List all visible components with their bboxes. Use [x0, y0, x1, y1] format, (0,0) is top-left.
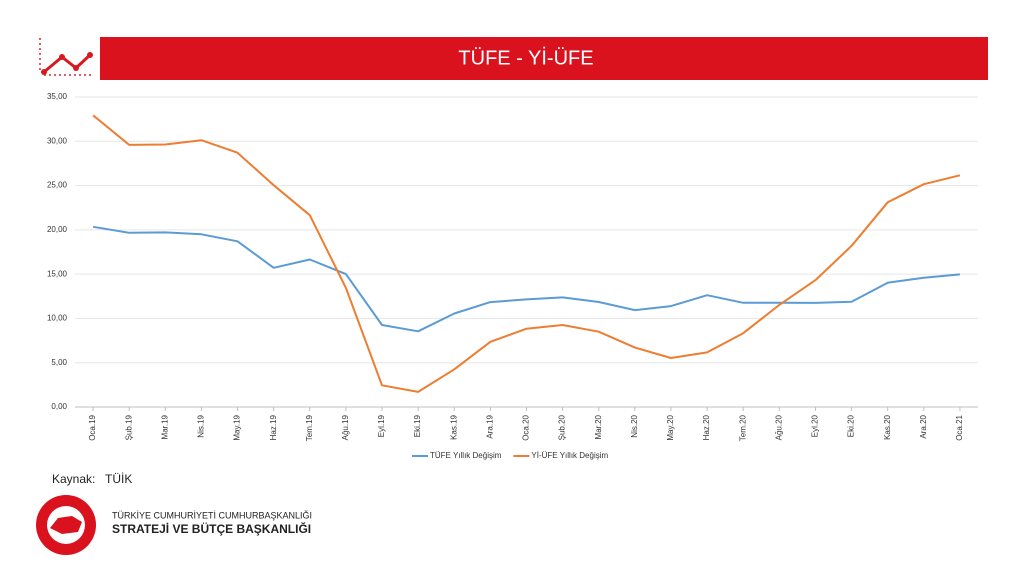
x-tick-label: Eyl.20	[811, 414, 820, 437]
x-tick-label: Ağu.19	[341, 414, 350, 440]
y-tick-label: 25,00	[47, 181, 68, 190]
x-tick-label: May.20	[666, 414, 675, 440]
legend-label: TÜFE Yıllık Değişim	[430, 451, 502, 460]
x-tick-label: Şub.19	[124, 414, 133, 440]
org-line-1: TÜRKİYE CUMHURİYETİ CUMHURBAŞKANLIĞI	[112, 510, 312, 520]
source: TÜİK	[105, 472, 132, 486]
x-tick-label: Eki.20	[847, 414, 856, 437]
x-tick-label: Eyl.19	[377, 414, 386, 437]
x-tick-label: Eki.19	[413, 414, 422, 437]
x-tick-label: Nis.20	[630, 414, 639, 437]
y-tick-label: 20,00	[47, 225, 68, 234]
y-tick-label: 30,00	[47, 136, 68, 145]
x-tick-label: Nis.19	[197, 414, 206, 437]
chart-title: TÜFE - Yİ-ÜFE	[458, 46, 593, 69]
x-tick-label: May.19	[233, 414, 242, 440]
x-tick-label: Şub.20	[558, 414, 567, 440]
x-tick-label: Haz.20	[702, 414, 711, 440]
org-line-2: STRATEJİ VE BÜTÇE BAŞKANLIĞI	[112, 521, 311, 536]
y-tick-label: 15,00	[47, 269, 68, 278]
y-tick-label: 0,00	[51, 402, 67, 411]
x-tick-label: Ara.20	[919, 414, 928, 438]
data-line	[92, 114, 961, 393]
x-tick-label: Tem.19	[305, 414, 314, 441]
x-tick-label: Kas.20	[883, 414, 892, 439]
source-label: Kaynak:	[52, 472, 95, 486]
title-bar	[100, 37, 988, 80]
legend-label: Yİ-ÜFE Yıllık Değişim	[531, 451, 608, 460]
data-line	[92, 225, 960, 333]
x-tick-label: Kas.19	[449, 414, 458, 439]
logo	[36, 495, 96, 555]
x-tick-label: Haz.19	[269, 414, 278, 440]
y-tick-label: 10,00	[47, 314, 68, 323]
x-tick-label: Ağu.20	[774, 414, 783, 440]
x-tick-label: Tem.20	[738, 414, 747, 441]
x-tick-label: Mar.19	[160, 414, 169, 439]
x-tick-label: Oca.21	[955, 414, 964, 440]
x-tick-label: Mar.20	[594, 414, 603, 439]
y-tick-label: 5,00	[51, 358, 67, 367]
x-tick-label: Oca.19	[88, 414, 97, 440]
y-tick-label: 35,00	[47, 92, 68, 101]
x-tick-label: Oca.20	[522, 414, 531, 440]
x-tick-label: Ara.19	[485, 414, 494, 438]
header-icon	[39, 38, 93, 76]
